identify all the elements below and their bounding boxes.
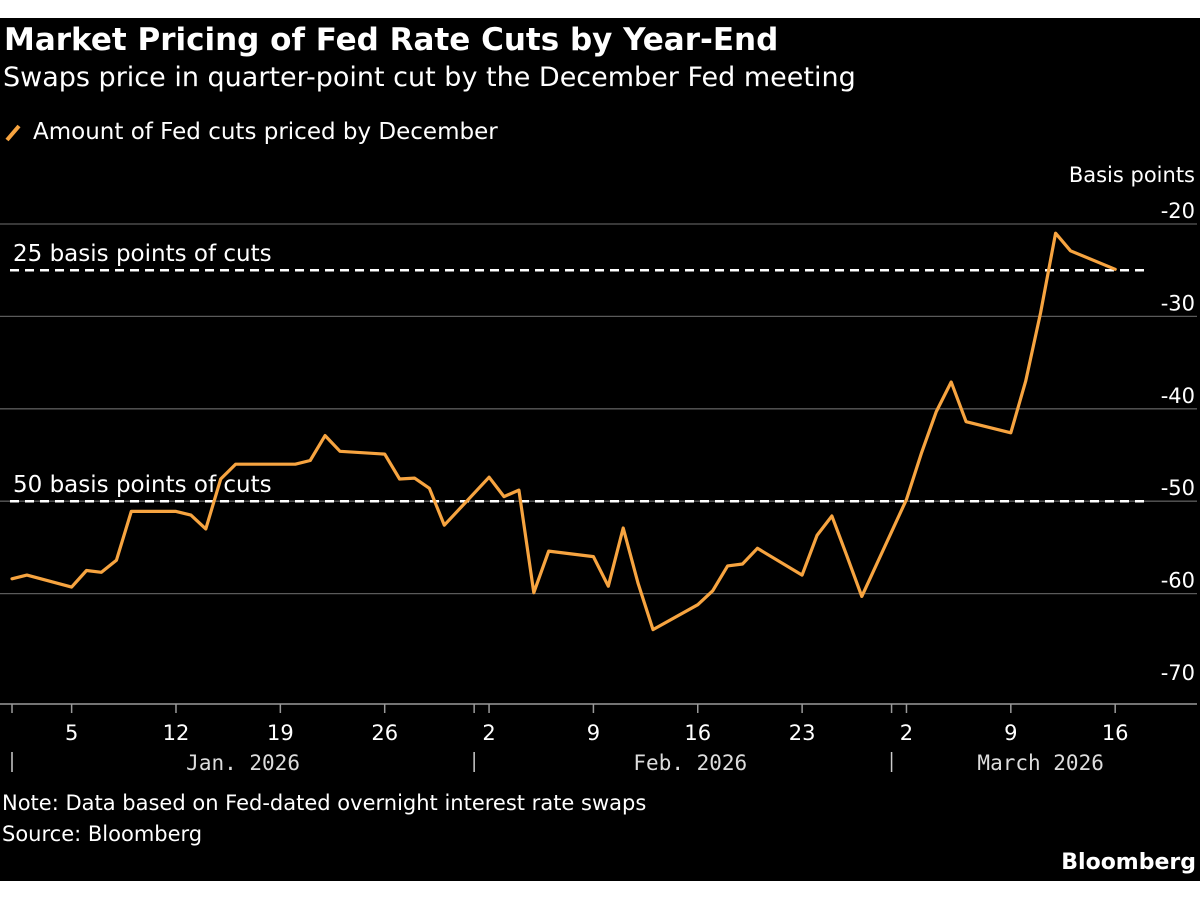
chart-frame: Basis points -20 -30 -40 -50 -60 -70 25 basis p… [0,18,1200,881]
x-tick-label: 2 [900,721,913,745]
bloomberg-logo: Bloomberg [1061,850,1196,875]
month-label: March 2026 [977,751,1103,775]
reference-line-label: 25 basis points of cuts [13,241,272,267]
chart-title: Market Pricing of Fed Rate Cuts by Year-… [4,22,779,58]
x-tick-label: 16 [1102,721,1129,745]
series-line [10,231,1117,632]
month-label: Jan. 2026 [186,751,300,775]
chart-canvas: Basis points -20 -30 -40 -50 -60 -70 25 basis p… [0,163,1197,775]
x-tick-label: 26 [371,721,398,745]
x-tick-label: 19 [267,721,294,745]
y-axis-title: Basis points [1069,163,1195,187]
reference-line-label: 50 basis points of cuts [13,472,272,498]
x-tick-label: 23 [789,721,816,745]
x-tick-label: 5 [65,721,78,745]
x-tick-label: 9 [1004,721,1017,745]
x-tick-label: 16 [684,721,711,745]
y-tick-label: -30 [1161,291,1195,315]
x-tick-label: 12 [163,721,190,745]
y-tick-label: -40 [1161,384,1195,408]
legend: Amount of Fed cuts priced by December [3,118,498,146]
legend-line-icon [5,124,21,142]
y-tick-label: -50 [1161,476,1195,500]
chart-note: Note: Data based on Fed-dated overnight … [2,791,647,815]
chart-subtitle: Swaps price in quarter-point cut by the … [3,62,856,93]
chart-source: Source: Bloomberg [2,822,203,846]
x-tick-label: 2 [482,721,495,745]
month-label: Feb. 2026 [633,751,747,775]
y-tick-label: -20 [1161,199,1195,223]
y-tick-label: -60 [1161,569,1195,593]
legend-label: Amount of Fed cuts priced by December [33,119,498,145]
y-tick-label: -70 [1161,661,1195,685]
x-tick-label: 9 [587,721,600,745]
